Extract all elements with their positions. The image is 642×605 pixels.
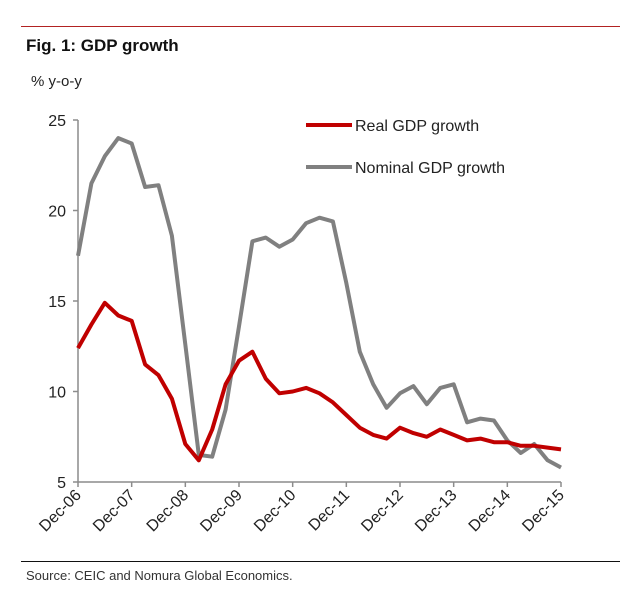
x-tick-label: Dec-10 — [251, 487, 300, 536]
x-tick-label: Dec-13 — [412, 487, 461, 536]
bottom-rule — [21, 561, 620, 562]
top-rule — [21, 26, 620, 27]
series-layer — [76, 136, 562, 470]
legend: Real GDP growth Nominal GDP growth — [306, 118, 505, 177]
legend-label: Real GDP growth — [355, 118, 479, 135]
x-tick-label: Dec-08 — [144, 487, 193, 536]
source-note: Source: CEIC and Nomura Global Economics… — [26, 568, 293, 583]
x-tick-label: Dec-06 — [36, 487, 85, 536]
y-tick-label: 15 — [48, 294, 66, 311]
y-tick-label: 5 — [57, 475, 66, 492]
x-tick-label: Dec-14 — [466, 487, 515, 536]
x-tick-label: Dec-11 — [306, 487, 354, 535]
series-line-real-gdp-growth — [76, 300, 562, 463]
y-tick-label: 25 — [48, 113, 66, 130]
y-axis-unit-label: % y-o-y — [31, 73, 82, 90]
x-tick-label: Dec-07 — [90, 487, 139, 536]
x-tick-label: Dec-12 — [358, 487, 407, 536]
y-tick-label: 10 — [48, 385, 66, 402]
legend-label: Nominal GDP growth — [355, 160, 505, 177]
figure-title: Fig. 1: GDP growth — [26, 36, 179, 55]
y-tick-label: 20 — [48, 204, 66, 221]
x-tick-label: Dec-09 — [197, 487, 246, 536]
x-tick-label: Dec-15 — [519, 487, 568, 536]
series-line-nominal-gdp-growth — [76, 136, 562, 470]
